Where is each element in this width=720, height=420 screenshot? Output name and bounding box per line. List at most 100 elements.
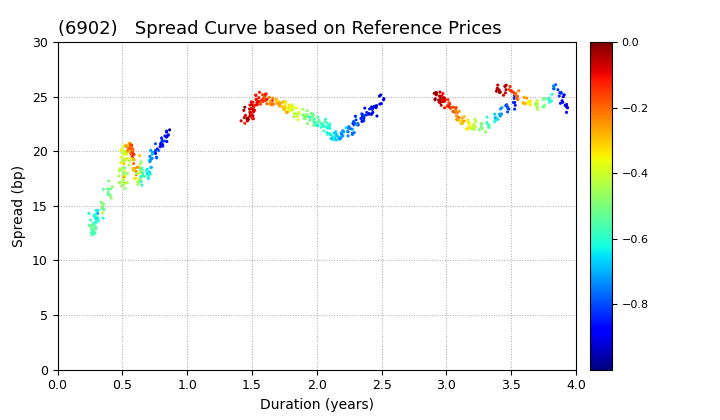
- Point: [135, 168, 147, 174]
- Point: [357, 113, 369, 120]
- Point: [261, 91, 272, 97]
- Point: [268, 101, 279, 108]
- Point: [114, 179, 126, 186]
- Point: [556, 90, 567, 97]
- Point: [126, 148, 138, 155]
- Point: [261, 100, 273, 107]
- Point: [127, 152, 139, 158]
- Point: [127, 150, 139, 157]
- Point: [456, 115, 468, 121]
- Point: [156, 141, 168, 148]
- Point: [495, 113, 506, 119]
- Point: [337, 132, 348, 139]
- Point: [239, 104, 251, 110]
- Point: [119, 164, 130, 171]
- Point: [137, 169, 148, 176]
- Y-axis label: Spread (bp): Spread (bp): [12, 165, 27, 247]
- Point: [544, 97, 556, 104]
- Point: [131, 170, 143, 177]
- Point: [271, 97, 283, 104]
- Point: [120, 143, 132, 150]
- Point: [244, 113, 256, 120]
- Point: [500, 82, 512, 89]
- Point: [293, 110, 305, 116]
- Point: [260, 97, 271, 104]
- Point: [96, 205, 108, 212]
- Point: [455, 118, 467, 125]
- Point: [286, 105, 297, 111]
- Point: [91, 215, 103, 222]
- Point: [554, 89, 566, 96]
- Point: [522, 99, 534, 106]
- Point: [136, 166, 148, 173]
- Point: [451, 105, 462, 111]
- Point: [508, 89, 520, 96]
- Point: [120, 151, 132, 158]
- Point: [356, 110, 368, 117]
- Point: [155, 141, 166, 148]
- Point: [153, 147, 165, 154]
- Point: [127, 165, 138, 172]
- Point: [324, 121, 336, 128]
- Point: [248, 107, 260, 114]
- Point: [244, 109, 256, 116]
- Point: [131, 170, 143, 176]
- Point: [562, 104, 573, 111]
- Point: [464, 121, 475, 127]
- Point: [434, 89, 446, 95]
- Point: [120, 142, 131, 148]
- Point: [322, 125, 333, 132]
- Point: [139, 173, 150, 180]
- Point: [87, 230, 99, 237]
- Point: [91, 214, 103, 220]
- Point: [319, 118, 330, 125]
- Point: [259, 92, 271, 99]
- Point: [274, 100, 286, 107]
- Point: [125, 140, 136, 147]
- Point: [123, 162, 135, 168]
- Point: [280, 99, 292, 106]
- Point: [548, 83, 559, 89]
- Point: [291, 105, 302, 111]
- Point: [161, 129, 172, 136]
- Point: [86, 222, 98, 228]
- Point: [305, 117, 316, 123]
- Point: [141, 167, 153, 174]
- Point: [90, 226, 102, 232]
- Point: [107, 184, 118, 190]
- Point: [436, 102, 447, 109]
- Point: [86, 229, 97, 236]
- Point: [144, 158, 156, 165]
- Point: [251, 101, 263, 108]
- Point: [366, 111, 377, 118]
- Point: [279, 98, 291, 105]
- Point: [156, 139, 168, 145]
- Point: [124, 158, 135, 164]
- Point: [433, 99, 445, 105]
- Point: [255, 98, 266, 105]
- Point: [481, 119, 492, 126]
- Point: [266, 97, 278, 104]
- Point: [330, 129, 341, 135]
- Point: [370, 104, 382, 111]
- Point: [260, 91, 271, 97]
- Point: [128, 176, 140, 182]
- Point: [150, 147, 161, 154]
- Point: [538, 96, 549, 102]
- Point: [482, 123, 494, 130]
- Point: [299, 115, 310, 121]
- Point: [363, 110, 374, 117]
- Point: [474, 126, 485, 133]
- Point: [248, 102, 260, 109]
- Point: [462, 117, 474, 123]
- Point: [345, 125, 356, 132]
- Point: [86, 224, 97, 231]
- Point: [464, 125, 475, 131]
- Point: [120, 156, 132, 163]
- Point: [264, 100, 275, 107]
- Point: [146, 155, 158, 162]
- Point: [117, 176, 129, 182]
- Point: [346, 131, 358, 138]
- Point: [468, 123, 480, 129]
- Point: [86, 231, 98, 238]
